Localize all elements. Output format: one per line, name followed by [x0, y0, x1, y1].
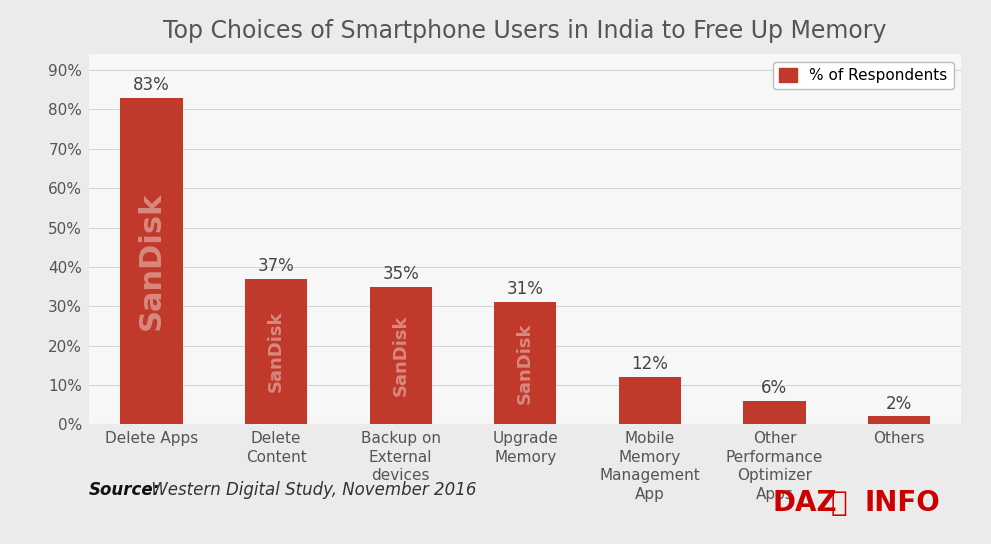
Text: 2%: 2% — [886, 394, 912, 412]
Text: Western Digital Study, November 2016: Western Digital Study, November 2016 — [146, 481, 477, 499]
Text: SanDisk: SanDisk — [391, 314, 409, 396]
Legend: % of Respondents: % of Respondents — [773, 62, 953, 89]
Text: 35%: 35% — [383, 264, 419, 283]
Text: 37%: 37% — [258, 257, 294, 275]
Bar — [868, 417, 931, 424]
Text: 83%: 83% — [133, 76, 169, 94]
Text: 31%: 31% — [506, 280, 544, 299]
Bar — [245, 279, 307, 424]
Text: INFO: INFO — [864, 490, 939, 517]
Bar — [370, 287, 432, 424]
Text: 6%: 6% — [761, 379, 788, 397]
Bar — [495, 302, 556, 424]
Bar — [120, 98, 182, 424]
Text: Source:: Source: — [89, 481, 161, 499]
Bar — [743, 401, 806, 424]
Bar — [618, 377, 681, 424]
Text: SanDisk: SanDisk — [137, 192, 165, 330]
Text: 12%: 12% — [631, 355, 668, 373]
Text: DAZ: DAZ — [773, 490, 837, 517]
Text: Ⓔ: Ⓔ — [830, 490, 847, 517]
Text: SanDisk: SanDisk — [516, 323, 534, 404]
Title: Top Choices of Smartphone Users in India to Free Up Memory: Top Choices of Smartphone Users in India… — [164, 18, 887, 43]
Text: SanDisk: SanDisk — [267, 311, 285, 392]
